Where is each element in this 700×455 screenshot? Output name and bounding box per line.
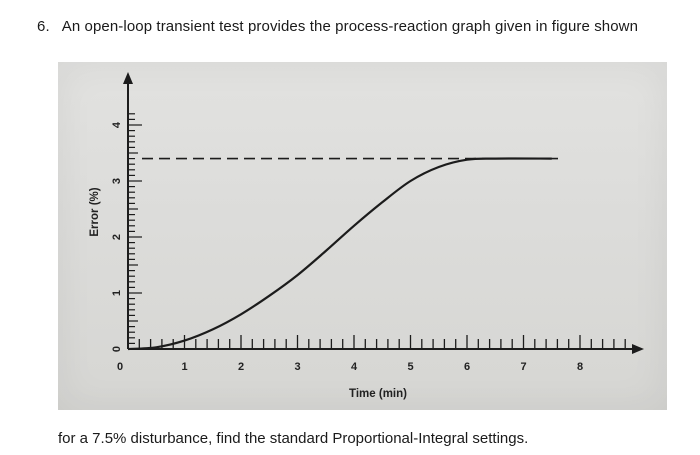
footer-text: for a 7.5% disturbance, find the standar… bbox=[58, 430, 529, 447]
response-curve-line bbox=[127, 157, 552, 351]
question-body: An open-loop transient test provides the… bbox=[61, 18, 639, 35]
process-reaction-chart: 0 1 2 3 4 5 6 7 8 0 1 2 3 4 Time (min) Error (%) bbox=[89, 72, 644, 400]
x-tick-label: 8 bbox=[577, 361, 583, 373]
x-tick-label: 0 bbox=[117, 361, 123, 373]
x-tick-label: 4 bbox=[351, 361, 358, 373]
y-tick-labels: 0 1 2 3 4 bbox=[111, 121, 123, 352]
x-tick-label: 7 bbox=[520, 361, 526, 373]
response-curve bbox=[127, 157, 552, 351]
question-number: 6. bbox=[37, 18, 50, 35]
x-axis-label: Time (min) bbox=[349, 388, 407, 400]
y-tick-label: 1 bbox=[111, 290, 123, 296]
process-reaction-graph-photo: 0 1 2 3 4 5 6 7 8 0 1 2 3 4 Time (min) Error (%) bbox=[58, 62, 667, 410]
y-axis-label: Error (%) bbox=[89, 187, 101, 236]
y-tick-label: 0 bbox=[111, 346, 123, 352]
x-tick-label: 1 bbox=[181, 361, 187, 373]
x-tick-label: 3 bbox=[294, 361, 300, 373]
axis-labels: Time (min) Error (%) bbox=[89, 187, 407, 400]
x-axis-arrow bbox=[632, 344, 644, 354]
question-text: 6. An open-loop transient test provides t… bbox=[37, 18, 638, 35]
minor-ticks bbox=[128, 113, 626, 349]
y-tick-label: 2 bbox=[111, 234, 123, 240]
y-axis-arrow bbox=[123, 72, 133, 84]
x-tick-label: 2 bbox=[238, 361, 244, 373]
x-tick-labels: 0 1 2 3 4 5 6 7 8 bbox=[117, 361, 583, 373]
y-tick-label: 4 bbox=[111, 121, 123, 128]
y-tick-label: 3 bbox=[111, 178, 123, 184]
chart-axes bbox=[123, 72, 644, 354]
x-tick-label: 6 bbox=[464, 361, 470, 373]
x-tick-label: 5 bbox=[407, 361, 413, 373]
